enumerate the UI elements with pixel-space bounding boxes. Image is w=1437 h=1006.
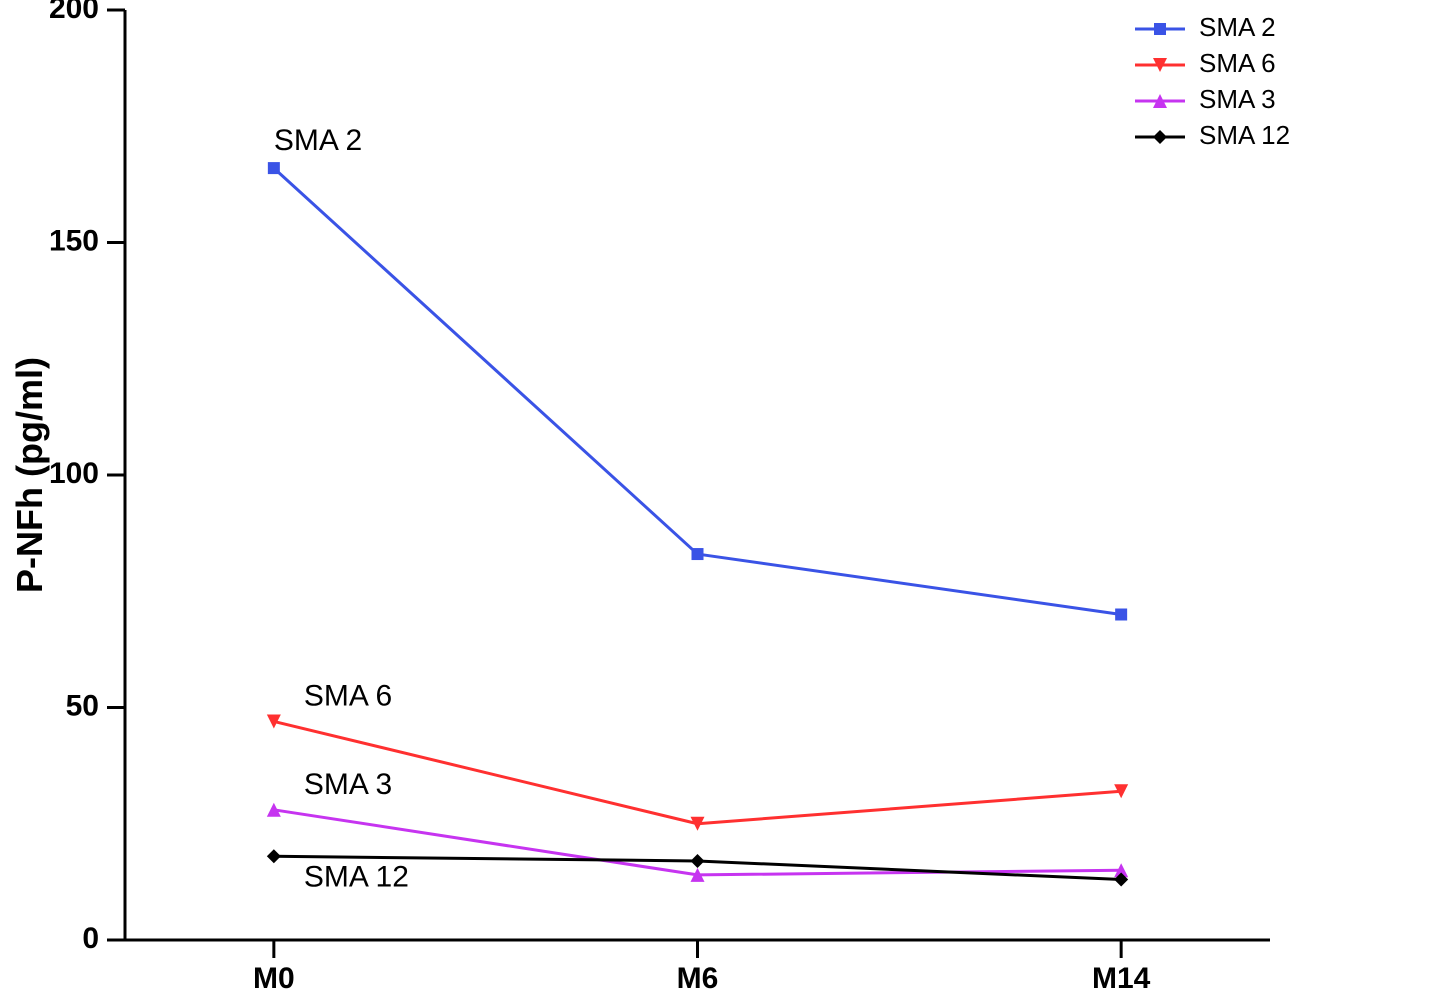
point-label-sma2: SMA 2 [274,124,362,157]
x-tick-label-1: M6 [677,962,719,995]
point-label-sma6: SMA 6 [304,679,392,712]
chart-background [0,0,1437,1006]
x-tick-label-0: M0 [253,962,295,995]
y-tick-label-2: 100 [49,457,99,490]
y-tick-label-0: 0 [82,922,99,955]
y-tick-label-1: 50 [66,689,99,722]
series-marker-sma2-0 [268,162,280,174]
point-label-sma3: SMA 3 [304,768,392,801]
y-axis-title: P-NFh (pg/ml) [9,357,50,593]
legend-label-sma2: SMA 2 [1199,12,1276,42]
legend-label-sma12: SMA 12 [1199,120,1290,150]
x-tick-label-2: M14 [1092,962,1151,995]
series-marker-sma2-1 [692,548,704,560]
legend-label-sma6: SMA 6 [1199,48,1276,78]
y-tick-label-3: 150 [49,224,99,257]
y-tick-label-4: 200 [49,0,99,25]
series-marker-sma2-2 [1115,609,1127,621]
legend-label-sma3: SMA 3 [1199,84,1276,114]
pnfh-line-chart: 0 50 100 150 200 M0 M6 M14 P-NFh (pg/ml) SMA 2 SMA… [0,0,1437,1006]
legend-marker-sma2 [1154,23,1166,35]
point-label-sma12: SMA 12 [304,860,409,893]
